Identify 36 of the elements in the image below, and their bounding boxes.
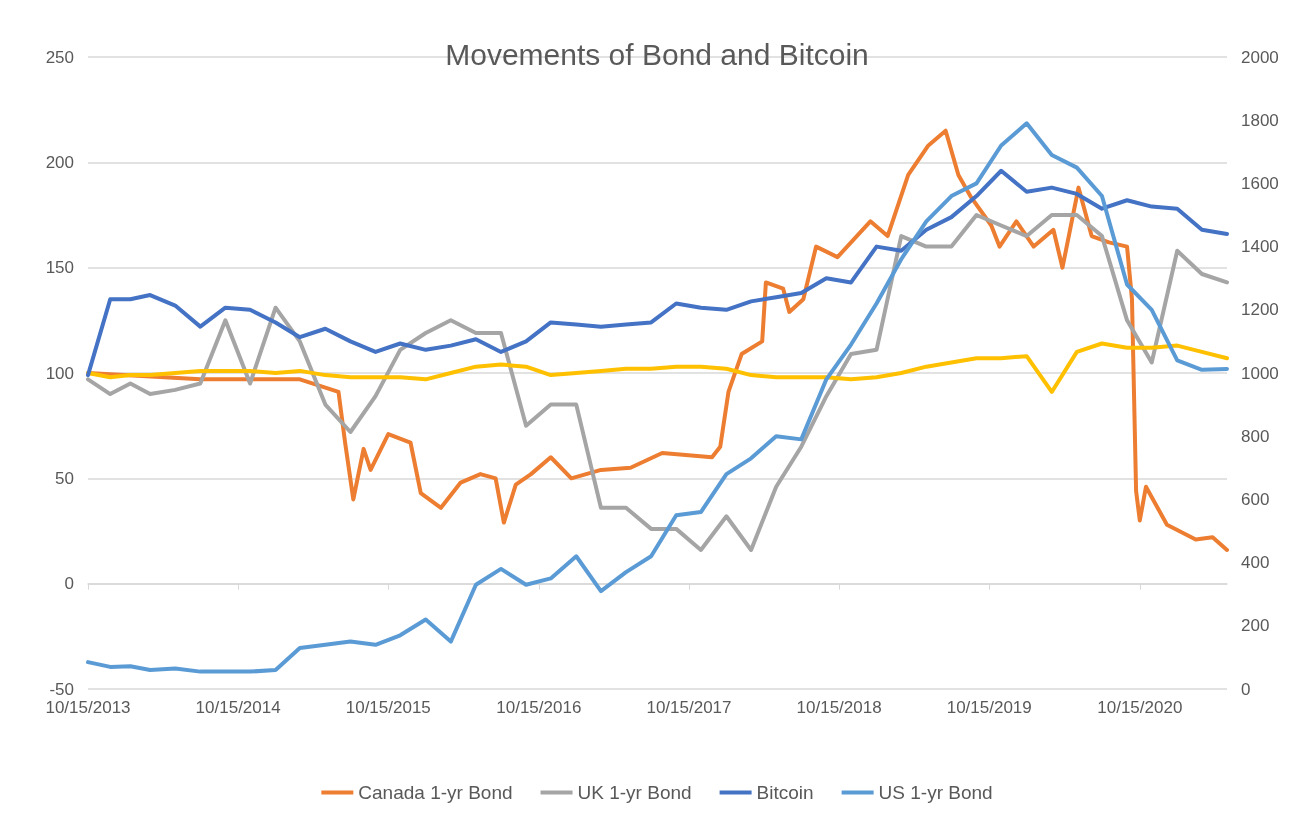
y-tick-label: 200 xyxy=(45,152,74,172)
line-series xyxy=(86,168,1229,378)
y-tick-label: 100 xyxy=(45,363,74,383)
x-tick-label: 10/15/2015 xyxy=(345,698,431,717)
y-tick-label: 150 xyxy=(45,258,74,278)
legend-label: US 1-yr Bond xyxy=(878,782,993,803)
x-tick-label: 10/15/2017 xyxy=(646,698,732,717)
line-series xyxy=(86,213,1229,552)
y2-tick-label: 1800 xyxy=(1241,110,1279,130)
y2-tick-label: 800 xyxy=(1241,426,1270,446)
x-tick-label: 10/15/2018 xyxy=(796,698,882,717)
y2-tick-label: 0 xyxy=(1241,679,1251,699)
legend-label: Canada 1-yr Bond xyxy=(358,782,513,803)
legend-label: UK 1-yr Bond xyxy=(577,782,692,803)
x-tick-label: 10/15/2019 xyxy=(946,698,1032,717)
y2-tick-label: 1600 xyxy=(1241,173,1279,193)
legend-label: Bitcoin xyxy=(756,782,814,803)
line-series xyxy=(86,121,1229,674)
y2-tick-label: 600 xyxy=(1241,489,1270,509)
x-tick-label: 10/15/2013 xyxy=(45,698,131,717)
y-tick-label: 250 xyxy=(45,47,74,67)
y-tick-label: 0 xyxy=(64,574,74,594)
line-series xyxy=(86,128,1229,552)
y-tick-label: 50 xyxy=(55,468,74,488)
chart-title: Movements of Bond and Bitcoin xyxy=(445,37,869,71)
x-tick-label: 10/15/2016 xyxy=(496,698,582,717)
y2-tick-label: 400 xyxy=(1241,553,1270,573)
y2-tick-label: 200 xyxy=(1241,616,1270,636)
x-tick-label: 10/15/2014 xyxy=(195,698,281,717)
y-tick-label: -50 xyxy=(49,679,74,699)
y2-tick-label: 1200 xyxy=(1241,300,1279,320)
y2-tick-label: 2000 xyxy=(1241,47,1279,67)
x-tick-label: 10/15/2020 xyxy=(1097,698,1183,717)
line-series xyxy=(86,341,1229,394)
y2-tick-label: 1000 xyxy=(1241,363,1279,383)
y2-tick-label: 1400 xyxy=(1241,237,1279,257)
